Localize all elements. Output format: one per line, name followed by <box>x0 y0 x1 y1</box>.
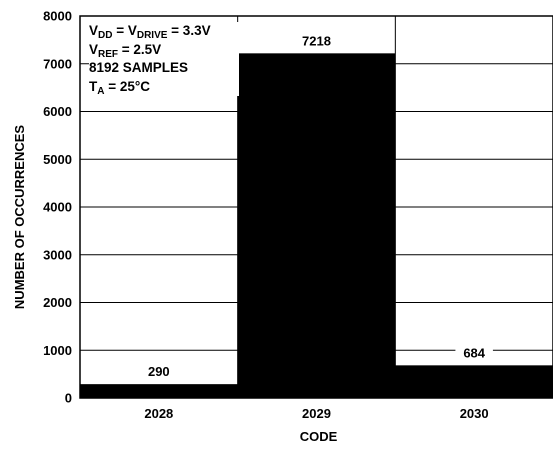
bar-2029 <box>237 53 396 398</box>
x-tick-label-2028: 2028 <box>144 406 173 421</box>
x-tick-label-2029: 2029 <box>302 406 331 421</box>
y-tick-label-8000: 8000 <box>43 9 72 24</box>
data-label-bg-2028 <box>140 364 178 380</box>
plot-frame <box>79 15 553 399</box>
data-label-2028: 290 <box>148 364 170 379</box>
y-tick-label-2000: 2000 <box>43 295 72 310</box>
x-tick-label-2030: 2030 <box>460 406 489 421</box>
annotation-line-vref: VREF = 2.5V <box>89 41 162 60</box>
y-tick-label-5000: 5000 <box>43 152 72 167</box>
bar-2030 <box>395 365 553 398</box>
conditions-annotation: VDD = VDRIVE = 3.3V VREF = 2.5V 8192 SAM… <box>89 22 239 96</box>
y-tick-label-1000: 1000 <box>43 343 72 358</box>
y-tick-label-7000: 7000 <box>43 56 72 71</box>
y-tick-label-4000: 4000 <box>43 200 72 215</box>
annotation-line-ta: TA = 25°C <box>89 78 151 97</box>
y-tick-label-6000: 6000 <box>43 104 72 119</box>
y-tick-label-0: 0 <box>65 391 72 406</box>
y-tick-label-3000: 3000 <box>43 247 72 262</box>
data-label-bg-2030 <box>455 345 493 361</box>
data-label-bg-2029 <box>293 33 340 49</box>
annotation-line-vdd: VDD = VDRIVE = 3.3V <box>89 23 211 41</box>
data-label-2030: 684 <box>463 345 485 360</box>
annotation-line-samples: 8192 SAMPLES <box>89 60 189 75</box>
bar-2028 <box>80 384 238 398</box>
y-axis-title: NUMBER OF OCCURRENCES <box>12 125 27 310</box>
data-label-2029: 7218 <box>302 33 331 48</box>
x-axis-title: CODE <box>300 429 338 444</box>
